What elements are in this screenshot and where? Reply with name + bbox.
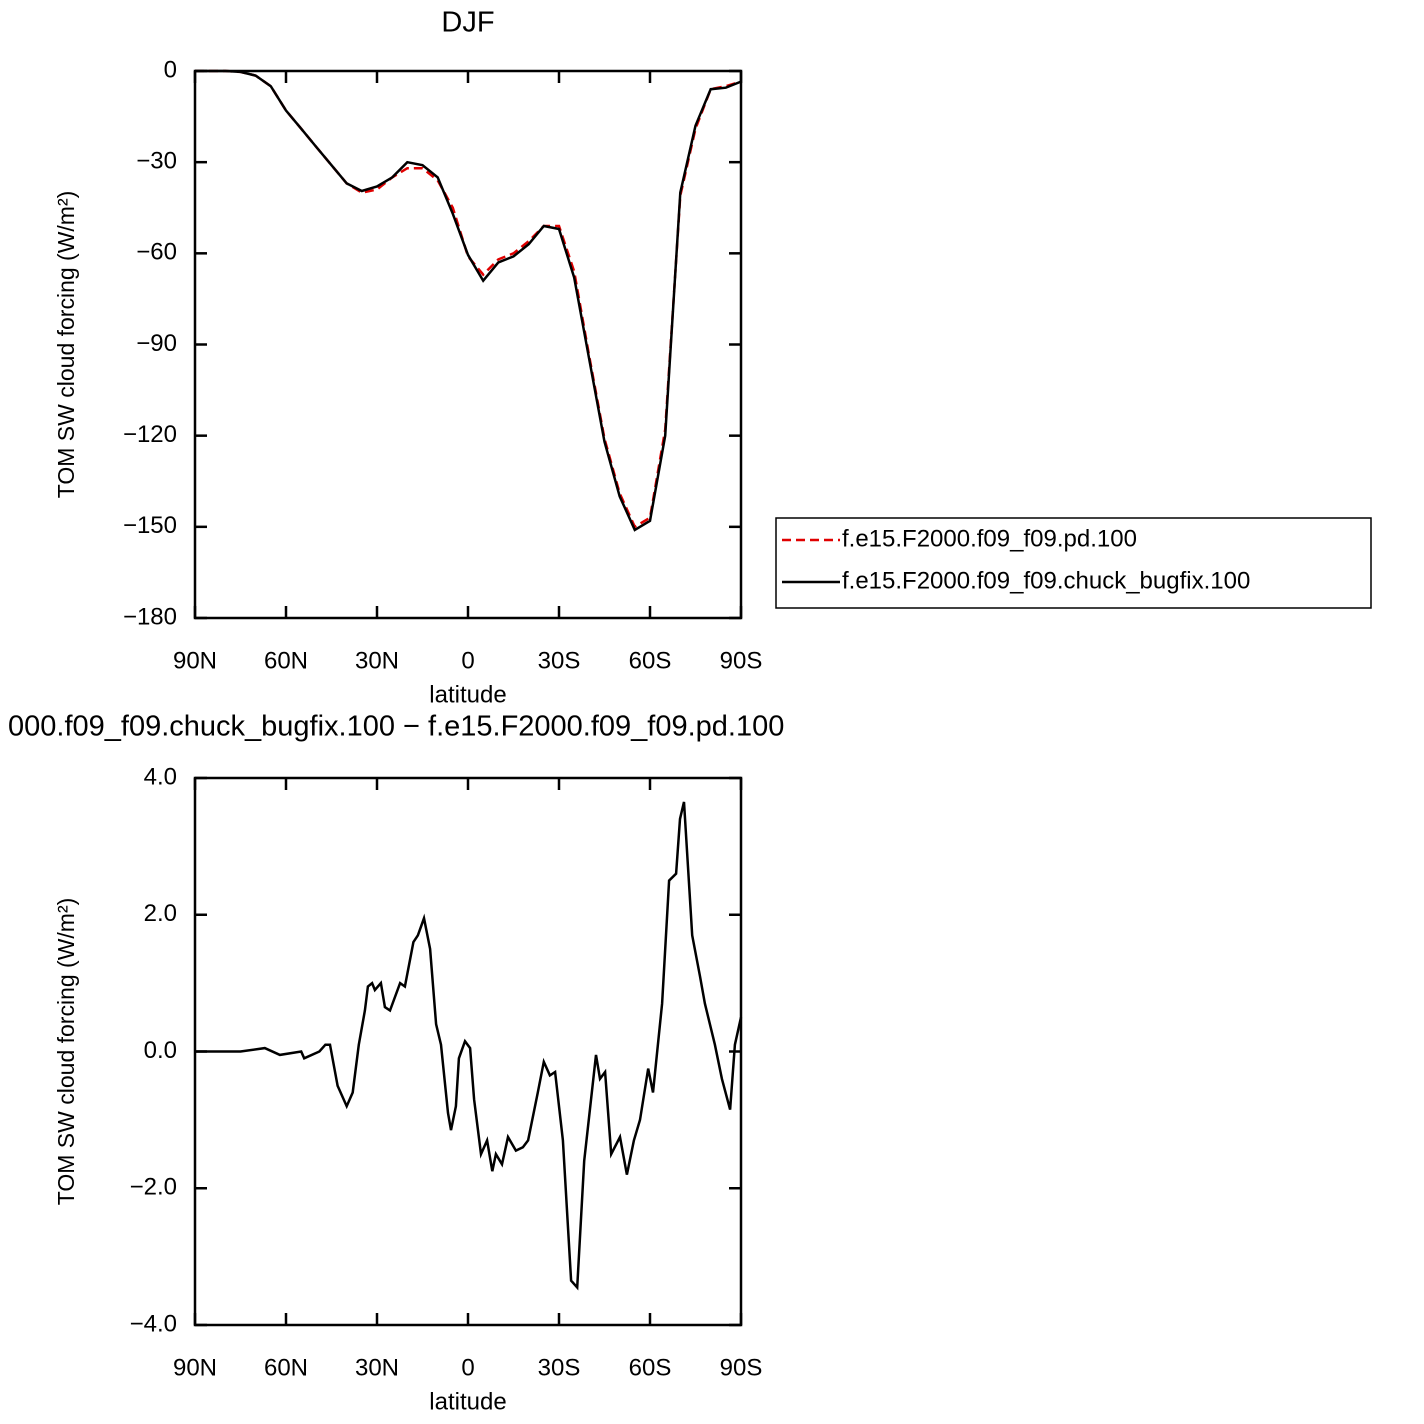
y-tick-label: 2.0 [144,900,177,927]
y-tick-label: 0.0 [144,1037,177,1064]
y-tick-label: −4.0 [130,1310,177,1337]
data-line [195,801,743,1291]
y-tick-label: 4.0 [144,763,177,790]
y-tick-label: −120 [123,421,177,448]
y-tick-label: −60 [136,239,177,266]
x-tick-label: 30N [355,1354,399,1381]
x-axis-label: latitude [429,681,506,708]
legend-box [775,517,1372,609]
plot-frame [193,776,743,1327]
chart-title: 000.f09_f09.chuck_bugfix.100 − f.e15.F20… [8,711,784,743]
y-tick-label: 0 [164,56,177,83]
x-tick-label: 60S [629,1354,672,1381]
y-tick-label: −150 [123,512,177,539]
y-tick-label: −30 [136,148,177,175]
y-axis-label: TOM SW cloud forcing (W/m²) [53,191,79,499]
data-line [195,69,742,532]
x-axis-label: latitude [429,1388,506,1415]
x-tick-label: 0 [461,1354,474,1381]
x-tick-label: 60N [264,1354,308,1381]
x-tick-label: 90N [173,1354,217,1381]
x-tick-label: 60S [629,647,672,674]
x-tick-label: 30S [538,1354,581,1381]
legend-label: f.e15.F2000.f09_f09.pd.100 [842,525,1137,552]
chart-title: DJF [441,7,494,39]
x-tick-label: 90S [720,1354,763,1381]
data-line [195,69,742,529]
y-tick-label: −2.0 [130,1174,177,1201]
x-tick-label: 0 [461,647,474,674]
x-tick-label: 30N [355,647,399,674]
legend-label: f.e15.F2000.f09_f09.chuck_bugfix.100 [842,567,1250,594]
x-tick-label: 90S [720,647,763,674]
x-tick-label: 90N [173,647,217,674]
y-tick-label: −90 [136,330,177,357]
y-axis-label: TOM SW cloud forcing (W/m²) [53,898,79,1206]
x-tick-label: 60N [264,647,308,674]
y-tick-label: −180 [123,603,177,630]
x-tick-label: 30S [538,647,581,674]
plot-frame [193,69,743,620]
